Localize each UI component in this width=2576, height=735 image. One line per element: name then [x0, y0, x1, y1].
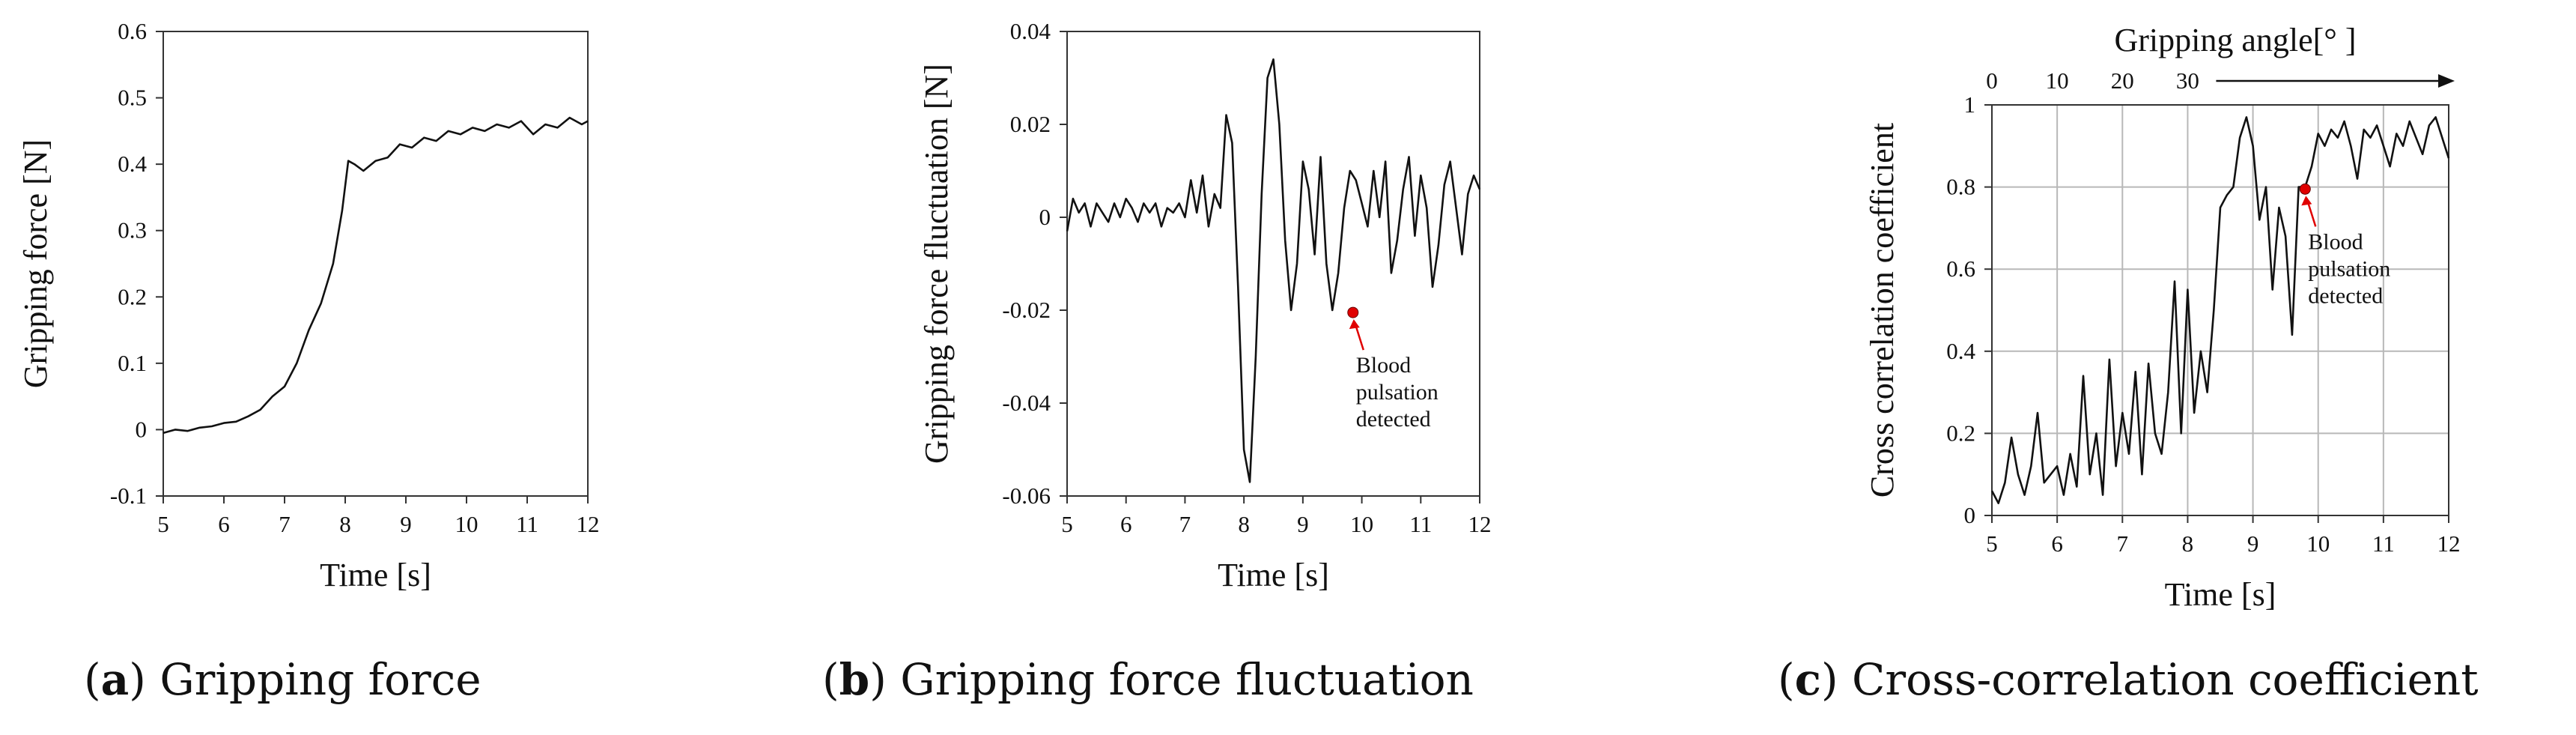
x-tick-label: 10 [2306, 530, 2330, 557]
x-axis-label: Time [s] [320, 557, 431, 593]
x-tick-label: 7 [1179, 511, 1191, 537]
x-tick-label: 11 [2372, 530, 2395, 557]
x-axis-label: Time [s] [2165, 576, 2276, 613]
x-tick-label: 6 [1120, 511, 1132, 537]
plot-frame [162, 31, 589, 497]
x-tick-label: 12 [1468, 511, 1492, 537]
series-line [162, 116, 589, 435]
annotation-text: pulsation [2308, 256, 2390, 281]
x-tick-label: 5 [1986, 530, 1998, 557]
y-tick-label: 0.8 [1946, 174, 1975, 200]
annotation-text: Blood [2308, 229, 2363, 254]
annotation-arrowhead [1349, 319, 1360, 330]
annotation-text: pulsation [1356, 380, 1439, 405]
chart-panel-c: 5 6 7 8 9 10 11 12 0 0.2 0.4 0.6 0.8 1 Time [s] Cross c… [1778, 22, 2479, 705]
caption-paren-open: ( [84, 654, 101, 705]
caption-paren-open: ( [822, 654, 839, 705]
top-tick-label: 30 [2176, 67, 2199, 94]
caption-letter: a [101, 654, 130, 705]
plot-frame [1066, 31, 1480, 497]
x-tick-label: 7 [2117, 530, 2129, 557]
pulsation-marker [2299, 183, 2311, 195]
y-tick-label: -0.1 [110, 483, 147, 509]
caption-text: Gripping force [160, 654, 481, 705]
caption-letter: c [1795, 654, 1821, 705]
x-tick-label: 9 [2247, 530, 2259, 557]
x-axis-label: Time [s] [1218, 557, 1329, 593]
y-tick-label: 0.5 [118, 85, 147, 111]
y-axis-label: Gripping force fluctuation [N] [918, 64, 955, 464]
caption-paren-open: ( [1778, 654, 1795, 705]
top-axis-label: Gripping angle[° ] [2114, 22, 2356, 58]
pulsation-marker [1347, 306, 1359, 318]
x-tick-label: 8 [1238, 511, 1250, 537]
y-tick-label: 0.2 [1946, 420, 1975, 446]
x-tick-label: 5 [1061, 511, 1073, 537]
series-line [1066, 58, 1481, 483]
annotation-arrowhead [2301, 196, 2312, 206]
annotation-text: detected [2308, 283, 2383, 308]
y-tick-label: 0.6 [118, 18, 147, 44]
x-tick-label: 12 [577, 511, 600, 537]
panel-caption: (a) Gripping force [84, 654, 482, 705]
caption-paren-close: ) [869, 654, 900, 705]
y-tick-label: 0.4 [1946, 338, 1975, 364]
annotation-text: detected [1356, 407, 1431, 432]
x-tick-label: 9 [400, 511, 412, 537]
caption-paren-close: ) [129, 654, 160, 705]
y-tick-label: 0.1 [118, 350, 147, 376]
x-tick-label: 11 [516, 511, 538, 537]
y-tick-label: -0.04 [1002, 390, 1051, 416]
top-tick-label: 10 [2046, 67, 2069, 94]
y-tick-label: 0 [136, 416, 148, 442]
caption-text: Gripping force fluctuation [900, 654, 1474, 705]
x-tick-label: 8 [2182, 530, 2194, 557]
x-tick-label: 6 [2051, 530, 2063, 557]
x-tick-label: 7 [279, 511, 291, 537]
caption-text: Cross-correlation coefficient [1852, 654, 2479, 705]
y-axis-label: Gripping force [N] [17, 139, 54, 388]
caption-letter: b [839, 654, 870, 705]
top-tick-label: 20 [2111, 67, 2134, 94]
y-tick-label: 0 [1039, 204, 1051, 230]
top-tick-label: 0 [1986, 67, 1998, 94]
x-tick-label: 8 [339, 511, 351, 537]
x-tick-label: 10 [455, 511, 479, 537]
panel-caption: (c) Cross-correlation coefficient [1778, 654, 2479, 705]
y-tick-label: 0.2 [118, 283, 147, 309]
y-axis-label: Cross correlation coefficient [1864, 123, 1901, 497]
top-axis-arrow-head [2438, 74, 2455, 88]
y-tick-label: 0 [1964, 502, 1976, 528]
caption-paren-close: ) [1821, 654, 1852, 705]
y-tick-label: 0.6 [1946, 255, 1975, 282]
x-tick-label: 10 [1350, 511, 1373, 537]
chart-panel-b: 5 6 7 8 9 10 11 12 -0.06 -0.04 -0.02 0 0.02 0.04 Time … [822, 18, 1492, 705]
y-tick-label: 0.4 [118, 151, 147, 177]
x-tick-label: 6 [218, 511, 230, 537]
annotation-text: Blood [1356, 353, 1411, 378]
y-tick-label: 0.3 [118, 217, 147, 244]
series-line [1990, 116, 2450, 504]
chart-panel-a: 5 6 7 8 9 10 11 12 -0.1 0 0.1 0.2 0.3 0.4 0.5 0.6 Time [… [17, 18, 600, 705]
y-tick-label: -0.02 [1002, 297, 1051, 323]
y-tick-label: -0.06 [1002, 483, 1051, 509]
x-tick-label: 5 [157, 511, 169, 537]
plot-frame [1991, 104, 2449, 516]
y-tick-label: 0.04 [1010, 18, 1051, 44]
y-tick-label: 1 [1964, 91, 1976, 118]
x-tick-label: 11 [1409, 511, 1432, 537]
y-tick-label: 0.02 [1010, 111, 1051, 137]
x-tick-label: 12 [2437, 530, 2461, 557]
panel-caption: (b) Gripping force fluctuation [822, 654, 1474, 705]
x-tick-label: 9 [1297, 511, 1309, 537]
